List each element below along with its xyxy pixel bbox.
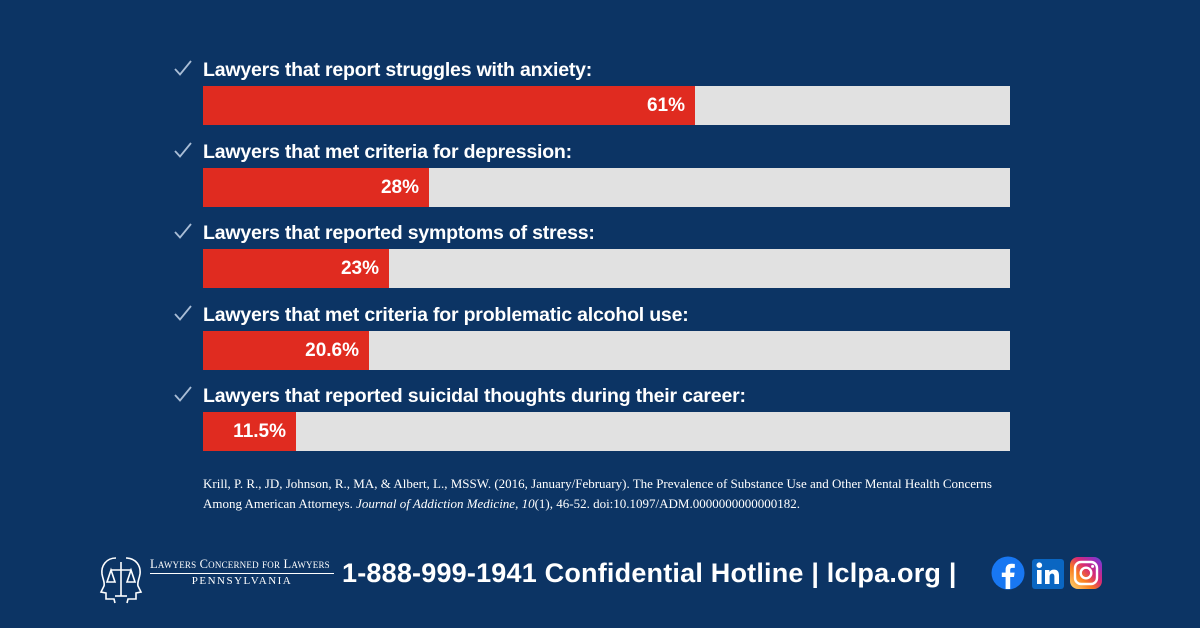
checkmark-icon — [174, 386, 192, 402]
linkedin-icon[interactable] — [1031, 556, 1065, 590]
footer: Lawyers Concerned for Lawyers PENNSYLVAN… — [0, 544, 1200, 606]
citation: Krill, P. R., JD, Johnson, R., MA, & Alb… — [203, 474, 1003, 514]
category-label: Lawyers that reported symptoms of stress… — [203, 222, 595, 244]
bar — [203, 167, 429, 207]
category-label: Lawyers that reported suicidal thoughts … — [203, 385, 746, 407]
checkmark-icon — [174, 141, 192, 158]
category-label: Lawyers that report struggles with anxie… — [203, 59, 593, 81]
data-label: 20.6% — [305, 339, 359, 361]
category-label: Lawyers that met criteria for problemati… — [203, 303, 689, 326]
category-label: Lawyers that met criteria for depression… — [203, 140, 572, 163]
citation-journal: Journal of Addiction Medicine — [356, 496, 516, 511]
chart-row: Lawyers that report struggles with anxie… — [172, 58, 1012, 138]
bar — [203, 330, 369, 370]
chart-row: Lawyers that reported suicidal thoughts … — [172, 384, 1012, 464]
checkmark-icon — [174, 223, 192, 239]
citation-pages: (1), 46-52. doi:10.1097/ADM.000000000000… — [534, 496, 800, 511]
org-name-line2: PENNSYLVANIA — [191, 575, 293, 587]
data-label: 61% — [646, 95, 685, 116]
bar — [203, 412, 296, 451]
data-label: 23% — [340, 258, 379, 279]
checkmark-icon — [174, 60, 192, 76]
bar-track: 61% — [203, 86, 1010, 125]
bar — [203, 86, 695, 125]
data-label: 28% — [380, 176, 419, 198]
chart-row: Lawyers that met criteria for depression… — [172, 140, 1012, 220]
chart-row: Lawyers that met criteria for problemati… — [172, 303, 1012, 383]
data-label: 11.5% — [233, 421, 286, 442]
citation-text: Krill, P. R., JD, Johnson, R., MA, & Alb… — [203, 476, 992, 511]
citation-sep: , — [515, 496, 522, 511]
bar-track: 23% — [203, 249, 1010, 288]
org-name-line1: Lawyers Concerned for Lawyers — [150, 557, 334, 574]
bar — [203, 249, 389, 288]
chart-row: Lawyers that reported symptoms of stress… — [172, 221, 1012, 301]
org-name: Lawyers Concerned for Lawyers PENNSYLVAN… — [150, 557, 334, 587]
bar-track: 20.6% — [203, 330, 1010, 370]
facebook-icon[interactable] — [991, 556, 1025, 590]
bar-track: 11.5% — [203, 412, 1010, 451]
instagram-icon[interactable] — [1069, 556, 1103, 590]
lcl-logo-icon — [99, 557, 143, 604]
citation-volume: 10 — [521, 496, 535, 511]
hotline-text: 1-888-999-1941 Confidential Hotline | lc… — [342, 558, 957, 588]
bar-track: 28% — [203, 167, 1010, 207]
bar-chart: Lawyers that report struggles with anxie… — [172, 58, 1012, 451]
checkmark-icon — [174, 304, 192, 321]
